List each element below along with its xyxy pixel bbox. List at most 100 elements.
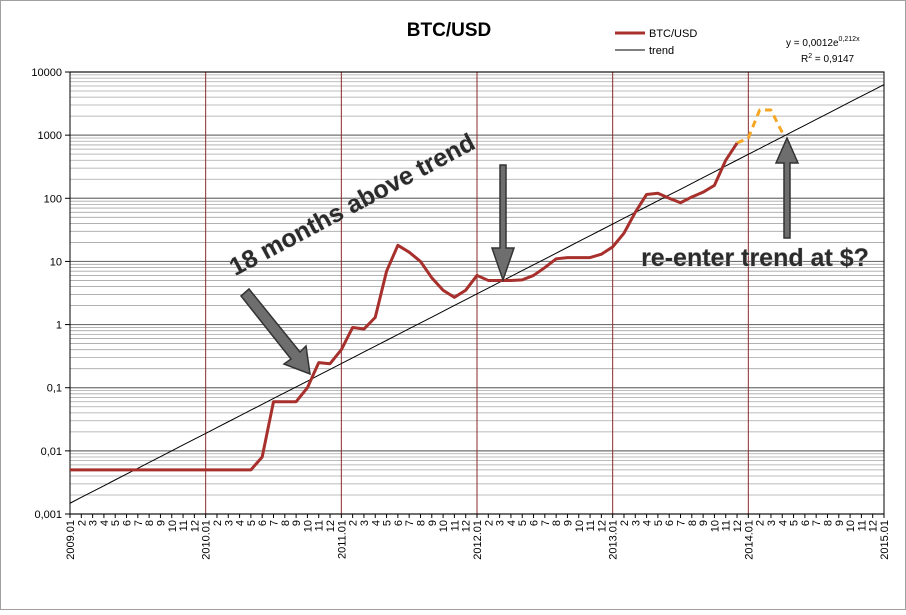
x-tick-label: 5: [517, 520, 529, 526]
legend-label: BTC/USD: [649, 28, 697, 40]
x-tick-label: 10: [845, 520, 857, 532]
x-tick-label: 7: [404, 520, 416, 526]
x-tick-label: 3: [766, 520, 778, 526]
x-tick-label: 4: [642, 520, 654, 526]
x-tick-label: 3: [223, 520, 235, 526]
x-tick-label: 12: [868, 520, 880, 532]
y-tick-label: 0,001: [34, 509, 62, 521]
x-tick-label: 11: [449, 520, 461, 531]
legend: BTC/USD trend: [615, 28, 697, 57]
x-tick-label: 2015.01: [879, 520, 891, 560]
equation-exponent: 0,212x: [839, 36, 861, 43]
r2-sup: 2: [808, 53, 812, 60]
x-tick-label: 10: [574, 520, 586, 532]
x-tick-label: 6: [257, 520, 269, 526]
x-tick-label: 4: [777, 520, 789, 526]
x-tick-label: 11: [721, 520, 733, 531]
x-tick-label: 5: [382, 520, 394, 526]
y-tick-label: 0,01: [41, 446, 62, 458]
x-tick-label: 2010.01: [201, 520, 213, 560]
x-tick-label: 2: [483, 520, 495, 526]
x-tick-label: 2009.01: [65, 520, 77, 560]
series-line: [736, 108, 784, 145]
x-tick-label: 2: [619, 520, 631, 526]
x-tick-label: 8: [415, 520, 427, 526]
arrow: [774, 136, 800, 239]
x-tick-label: 9: [562, 520, 574, 526]
chart-title: BTC/USD: [407, 20, 491, 41]
x-tick-label: 3: [88, 520, 100, 526]
arrow: [490, 164, 516, 283]
x-tick-label: 5: [110, 520, 122, 526]
x-tick-label: 11: [856, 520, 868, 531]
r2-label: R: [801, 54, 808, 65]
x-tick-label: 10: [438, 520, 450, 532]
x-tick-label: 2013.01: [608, 520, 620, 560]
series-line: [70, 142, 739, 472]
x-tick-label: 9: [155, 520, 167, 526]
y-tick-label: 1000: [38, 130, 62, 142]
y-tick-label: 1: [56, 320, 62, 332]
y-tick-label: 10000: [31, 67, 62, 79]
equation-base: y = 0,0012e: [786, 38, 839, 49]
x-tick-label: 8: [551, 520, 563, 526]
x-tick-label: 9: [427, 520, 439, 526]
x-tick-label: 9: [834, 520, 846, 526]
trend-equation: y = 0,0012e0,212x: [786, 36, 860, 49]
x-tick-label: 2: [76, 520, 88, 526]
x-tick-label: 2: [348, 520, 360, 526]
x-tick-label: 2011.01: [336, 520, 348, 559]
x-tick-label: 10: [709, 520, 721, 532]
x-tick-label: 3: [630, 520, 642, 526]
x-tick-label: 11: [585, 520, 597, 531]
x-tick-label: 8: [144, 520, 156, 526]
x-tick-label: 11: [178, 520, 190, 531]
x-tick-label: 6: [529, 520, 541, 526]
x-tick-label: 2014.01: [743, 520, 755, 560]
x-tick-label: 6: [393, 520, 405, 526]
r-squared: R2 = 0,9147: [801, 53, 855, 65]
r2-value: = 0,9147: [812, 54, 854, 65]
x-tick-label: 7: [269, 520, 281, 526]
x-tick-label: 8: [280, 520, 292, 526]
x-tick-label: 12: [189, 520, 201, 532]
annotation: re-enter trend at $?: [641, 244, 869, 272]
x-tick-label: 3: [359, 520, 371, 526]
x-tick-label: 5: [789, 520, 801, 526]
x-tick-label: 7: [811, 520, 823, 526]
x-tick-label: 12: [461, 520, 473, 532]
y-tick-label: 100: [44, 193, 62, 205]
x-tick-label: 4: [235, 520, 247, 526]
x-tick-label: 9: [698, 520, 710, 526]
x-tick-label: 4: [506, 520, 518, 526]
x-tick-label: 2: [755, 520, 767, 526]
x-tick-label: 6: [800, 520, 812, 526]
legend-label: trend: [649, 45, 674, 57]
x-tick-label: 7: [676, 520, 688, 526]
plot-border: [69, 71, 885, 515]
x-tick-label: 2012.01: [472, 520, 484, 560]
arrow: [239, 287, 311, 376]
x-tick-label: 12: [596, 520, 608, 532]
x-tick-label: 8: [687, 520, 699, 526]
y-tick-label: 0,1: [47, 383, 62, 395]
x-tick-label: 4: [370, 520, 382, 526]
x-tick-label: 5: [246, 520, 258, 526]
x-tick-label: 5: [653, 520, 665, 526]
x-tick-label: 7: [133, 520, 145, 526]
x-tick-label: 6: [664, 520, 676, 526]
y-tick-label: 10: [50, 256, 62, 268]
x-tick-label: 12: [732, 520, 744, 532]
x-tick-label: 2: [212, 520, 224, 526]
x-tick-label: 8: [822, 520, 834, 526]
x-tick-label: 10: [167, 520, 179, 532]
x-tick-label: 4: [99, 520, 111, 526]
x-tick-label: 11: [314, 520, 326, 531]
series-line: [69, 84, 885, 504]
x-tick-label: 6: [122, 520, 134, 526]
arrows: [239, 136, 800, 376]
x-tick-label: 10: [302, 520, 314, 532]
x-tick-label: 9: [291, 520, 303, 526]
x-tick-label: 12: [325, 520, 337, 532]
